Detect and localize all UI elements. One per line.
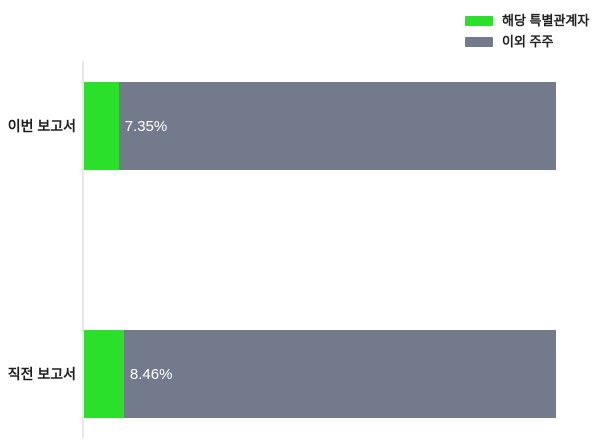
bar-segment-special-related: [84, 330, 124, 418]
category-label-previous-report: 직전 보고서: [7, 366, 76, 382]
legend-green-swatch-icon: [465, 15, 493, 26]
legend-label: 이외 주주: [502, 34, 554, 49]
stacked-bar-current-report: 7.35%: [84, 82, 556, 170]
legend-item-special-related[interactable]: 해당 특별관계자: [465, 10, 589, 31]
legend-gray-swatch-icon: [465, 36, 493, 47]
legend-label: 해당 특별관계자: [502, 13, 590, 28]
category-label-current-report: 이번 보고서: [7, 118, 76, 134]
legend: 해당 특별관계자 이외 주주: [465, 10, 589, 52]
legend-item-other-shareholders[interactable]: 이외 주주: [465, 31, 589, 52]
bar-row-previous-report: 직전 보고서 8.46%: [0, 330, 614, 418]
bar-segment-other-shareholders: 8.46%: [123, 330, 556, 418]
bar-segment-special-related: [84, 82, 119, 170]
y-axis-line: [82, 61, 84, 438]
bar-segment-other-shareholders: 7.35%: [118, 82, 556, 170]
value-label-current-report: 7.35%: [124, 117, 168, 135]
value-label-previous-report: 8.46%: [129, 365, 173, 383]
bar-row-current-report: 이번 보고서 7.35%: [0, 82, 614, 170]
stacked-bar-previous-report: 8.46%: [84, 330, 556, 418]
